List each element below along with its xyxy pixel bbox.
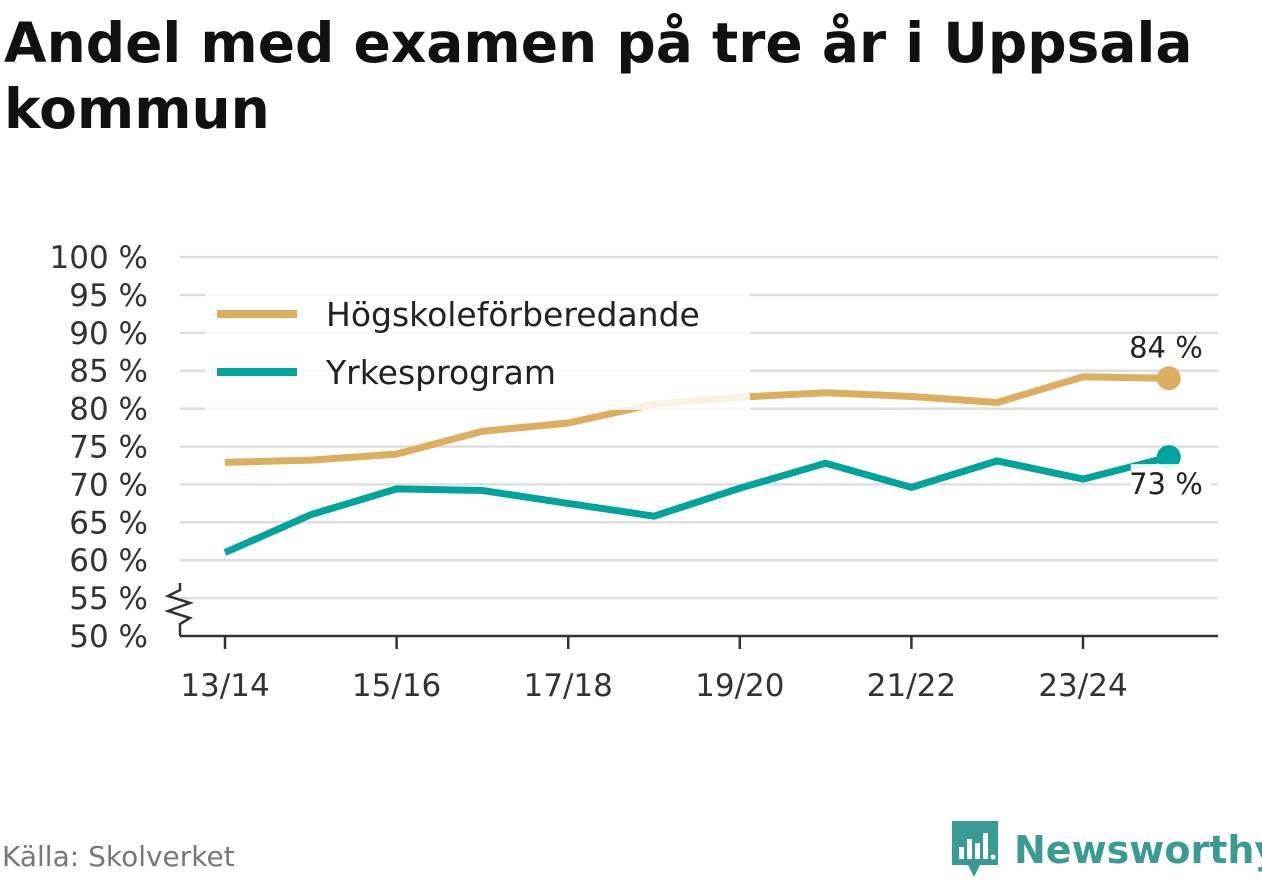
end-value-label: 73 %	[1129, 467, 1203, 501]
y-tick-label: 75 %	[69, 430, 148, 466]
source-note: Källa: Skolverket	[2, 840, 235, 873]
x-tick-label: 21/22	[867, 668, 956, 704]
x-tick-label: 15/16	[352, 668, 441, 704]
y-axis-break-marker	[164, 583, 194, 636]
legend-label: Högskoleförberedande	[326, 295, 700, 334]
y-tick-label: 70 %	[69, 467, 148, 503]
end-value-label: 84 %	[1129, 330, 1203, 364]
series-end-point-2	[1156, 445, 1181, 470]
y-tick-label: 65 %	[69, 505, 148, 541]
series-line-2	[223, 453, 1170, 556]
chart-title: Andel med examen på tre år i Uppsala kom…	[4, 11, 1193, 141]
x-tick-label: 19/20	[695, 668, 784, 704]
y-axis-tick-labels: 100 %95 %90 %85 %80 %75 %70 %65 %60 %55 …	[50, 240, 148, 655]
y-tick-label: 50 %	[69, 619, 148, 655]
end-label-backdrop	[1130, 464, 1211, 505]
y-tick-label: 100 %	[50, 240, 148, 276]
y-tick-label: 55 %	[69, 581, 148, 617]
y-tick-label: 95 %	[69, 278, 148, 314]
legend-label: Yrkesprogram	[325, 353, 556, 392]
x-axis-tick-labels: 13/14 15/16 17/18 19/20 21/22 23/24	[180, 636, 1128, 704]
brand-name: Newsworthy	[1014, 828, 1262, 872]
series-end-point-1	[1156, 366, 1181, 391]
x-tick-label: 17/18	[524, 668, 613, 704]
y-tick-label: 85 %	[69, 354, 148, 390]
newsworthy-icon	[952, 821, 998, 877]
y-tick-label: 80 %	[69, 392, 148, 428]
x-tick-label: 23/24	[1038, 668, 1127, 704]
legend: Högskoleförberedande Yrkesprogram	[205, 292, 750, 410]
brand-logo: Newsworthy	[950, 818, 1262, 882]
y-tick-label: 90 %	[69, 316, 148, 352]
x-tick-label: 13/14	[180, 668, 269, 704]
axes	[164, 583, 1218, 638]
y-tick-label: 60 %	[69, 543, 148, 579]
end-labels: 84 % 73 %	[1129, 330, 1211, 505]
